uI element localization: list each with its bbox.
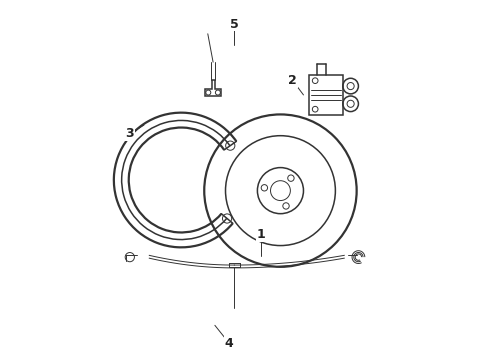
Text: 4: 4 bbox=[225, 337, 233, 350]
Text: 1: 1 bbox=[257, 229, 265, 242]
Text: 3: 3 bbox=[125, 127, 134, 140]
Text: 5: 5 bbox=[230, 18, 239, 31]
Text: 2: 2 bbox=[289, 74, 297, 87]
